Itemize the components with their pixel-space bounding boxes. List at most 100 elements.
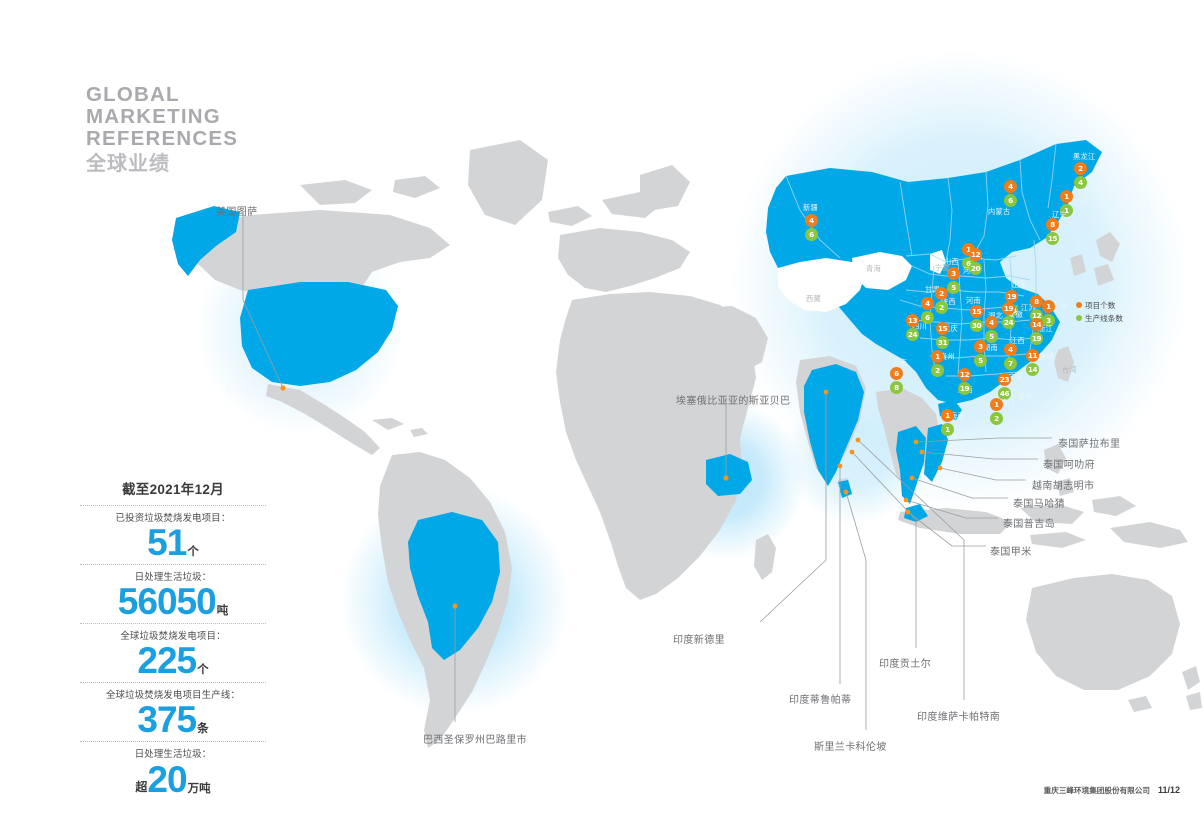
site-dot-krabi <box>905 509 911 515</box>
country-brazil <box>408 512 500 660</box>
province-label-西藏: 西藏 <box>806 294 821 303</box>
title-chinese: 全球业绩 <box>86 153 170 176</box>
site-dot-korat <box>919 449 925 455</box>
stat-value: 375条 <box>80 701 266 738</box>
footer-page-number: 11/12 <box>1157 785 1180 795</box>
marker-lines-黑龙江: 4 <box>1074 176 1087 189</box>
callout-sri-lanka-colombo: 斯里兰卡科伦坡 <box>814 742 887 753</box>
stat-unit: 万吨 <box>187 782 211 795</box>
stat-number: 56050 <box>117 581 217 623</box>
stat-row: 日处理生活垃圾： 超20万吨 <box>80 741 266 800</box>
marker-projects-云南: 6 <box>890 367 903 380</box>
province-label-四川: 四川 <box>912 322 927 331</box>
legend-lines-label: 生产线条数 <box>1085 313 1123 323</box>
site-dots <box>280 385 943 609</box>
country-ethiopia <box>706 454 752 496</box>
province-label-海南: 海南 <box>950 411 965 420</box>
marker-lines-澳门: 2 <box>990 412 1003 425</box>
footer-company: 重庆三峰环境集团股份有限公司 <box>1043 786 1150 795</box>
marker-projects-四川: 13 <box>906 314 919 327</box>
province-tibet <box>778 258 866 312</box>
stat-value: 超20万吨 <box>80 761 266 798</box>
legend-row-lines: 生产线条数 <box>1076 313 1123 326</box>
title-line-1: GLOBAL <box>86 83 180 106</box>
marker-lines-山西: 5 <box>947 281 960 294</box>
stat-number: 375 <box>137 699 197 741</box>
province-label-辽宁: 辽宁 <box>1052 210 1067 219</box>
province-label-澳门: 澳门 <box>1000 398 1015 407</box>
site-dot-colombo <box>843 489 849 495</box>
marker-lines-贵州: 2 <box>931 364 944 377</box>
callout-thai-korat: 泰国呵叻府 <box>1043 460 1095 471</box>
province-label-广东: 广东 <box>1008 372 1023 381</box>
stat-row: 日处理生活垃圾： 56050吨 <box>80 564 266 623</box>
callout-vietnam-hcmc: 越南胡志明市 <box>1032 481 1095 492</box>
title-line-2: MARKETING <box>86 105 221 129</box>
site-dot-hcmc <box>937 465 943 471</box>
marker-projects-上海: 1 <box>1042 300 1055 313</box>
province-label-吉林: 吉林 <box>1072 198 1087 207</box>
stat-label: 日处理生活垃圾： <box>134 748 212 760</box>
stat-unit: 吨 <box>216 605 229 618</box>
province-label-台湾: 台湾 <box>1062 365 1077 374</box>
marker-projects-吉林: 1 <box>1060 190 1073 203</box>
marker-lines-内蒙古: 6 <box>1004 194 1017 207</box>
country-india <box>804 364 864 486</box>
callout-thai-mahachai: 泰国马哈猜 <box>1013 499 1065 510</box>
marker-projects-福建: 11 <box>1026 349 1039 362</box>
marker-projects-黑龙江: 2 <box>1074 162 1087 175</box>
province-label-黑龙江: 黑龙江 <box>1073 152 1096 161</box>
province-label-江西: 江西 <box>1010 336 1025 345</box>
province-label-青海: 青海 <box>866 264 881 273</box>
callout-india-guntur: 印度贡土尔 <box>879 659 931 670</box>
marker-lines-福建: 14 <box>1026 363 1039 376</box>
province-label-香港: 香港 <box>1017 392 1032 401</box>
site-dot-delhi <box>823 389 829 395</box>
marker-lines-河南: 30 <box>970 319 983 332</box>
highlight-countries-blue <box>172 206 948 660</box>
stat-number: 20 <box>147 758 187 800</box>
marker-lines-吉林: 1 <box>1060 204 1073 217</box>
stat-label: 日处理生活垃圾： <box>134 571 212 583</box>
marker-lines-上海: 3 <box>1042 314 1055 327</box>
country-usa-alaska <box>172 206 240 276</box>
province-label-贵州: 贵州 <box>940 352 955 361</box>
province-label-陕西: 陕西 <box>941 297 956 306</box>
callout-india-delhi: 印度新德里 <box>673 635 725 646</box>
country-sri-lanka <box>838 480 852 498</box>
legend-projects-dot-icon <box>1076 302 1082 308</box>
marker-projects-浙江: 14 <box>1030 318 1043 331</box>
marker-lines-江西: 7 <box>1004 357 1017 370</box>
marker-lines-安徽: 24 <box>1002 316 1015 329</box>
province-label-重庆: 重庆 <box>943 324 958 333</box>
stat-unit: 个 <box>197 664 209 677</box>
callout-thai-krabi: 泰国甲米 <box>990 547 1032 558</box>
province-label-湖北: 湖北 <box>988 311 1003 320</box>
province-label-甘肃: 甘肃 <box>925 285 940 294</box>
marker-lines-湖南: 5 <box>974 354 987 367</box>
stat-number: 225 <box>137 640 197 682</box>
marker-lines-陕西: 2 <box>935 301 948 314</box>
province-label-安徽: 安徽 <box>1008 310 1023 319</box>
statistics-panel: 截至2021年12月 已投资垃圾焚烧发电项目： 51个 日处理生活垃圾： 56050吨… <box>80 478 266 801</box>
marker-projects-山西: 3 <box>947 267 960 280</box>
marker-projects-重庆: 15 <box>936 322 949 335</box>
marker-lines-云南: 8 <box>890 381 903 394</box>
legend-projects-label: 项目个数 <box>1085 301 1116 310</box>
callout-india-tirupati: 印度蒂鲁帕蒂 <box>789 695 852 706</box>
province-label-山西: 山西 <box>944 257 959 266</box>
province-label-福建: 福建 <box>1039 352 1054 361</box>
province-label-湖南: 湖南 <box>983 343 998 352</box>
marker-lines-新疆: 6 <box>805 228 818 241</box>
site-dot-addis <box>723 475 729 481</box>
province-label-江苏: 江苏 <box>1021 303 1036 312</box>
province-label-新疆: 新疆 <box>803 203 818 212</box>
province-label-上海: 上海 <box>1052 301 1067 310</box>
province-label-山东: 山东 <box>1012 280 1027 289</box>
stat-unit: 条 <box>197 723 209 736</box>
stat-label: 全球垃圾焚烧发电项目生产线： <box>105 689 241 701</box>
stat-number: 51 <box>147 522 187 564</box>
marker-lines-四川: 24 <box>906 328 919 341</box>
marker-projects-辽宁: 8 <box>1046 218 1059 231</box>
province-label-宁夏: 宁夏 <box>935 263 950 272</box>
